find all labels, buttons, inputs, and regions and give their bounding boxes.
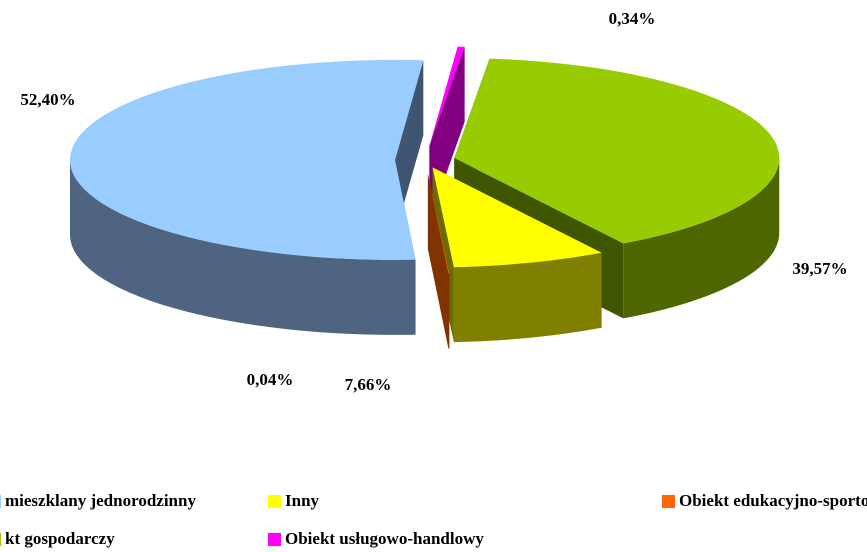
legend-swatch bbox=[268, 533, 281, 546]
slice-side bbox=[623, 157, 780, 319]
slice-wall bbox=[395, 60, 424, 235]
legend-label: Obiekt usługowo-handlowy bbox=[285, 529, 484, 548]
legend-label: mieszklany jednorodzinny bbox=[5, 491, 196, 510]
value-label: 0,34% bbox=[609, 9, 656, 28]
legend-swatch bbox=[268, 495, 281, 508]
legend-label: Inny bbox=[285, 491, 320, 510]
legend-swatch bbox=[0, 495, 1, 508]
slice-side bbox=[70, 159, 416, 335]
slice bbox=[429, 46, 465, 147]
legend-label: kt gospodarczy bbox=[5, 529, 115, 548]
value-label: 0,04% bbox=[247, 370, 294, 389]
legend-swatch bbox=[0, 533, 1, 546]
legend-swatch bbox=[662, 495, 675, 508]
slice bbox=[454, 58, 780, 244]
slice bbox=[432, 167, 602, 268]
legend-label: Obiekt edukacyjno-sporto bbox=[679, 491, 867, 510]
slice-wall bbox=[427, 173, 449, 349]
slice-side bbox=[448, 273, 450, 349]
value-label: 7,66% bbox=[345, 375, 392, 394]
value-label: 52,40% bbox=[20, 90, 75, 109]
value-label: 39,57% bbox=[792, 259, 847, 278]
slice-side bbox=[453, 252, 602, 343]
slice bbox=[427, 173, 450, 274]
slice bbox=[70, 59, 424, 260]
